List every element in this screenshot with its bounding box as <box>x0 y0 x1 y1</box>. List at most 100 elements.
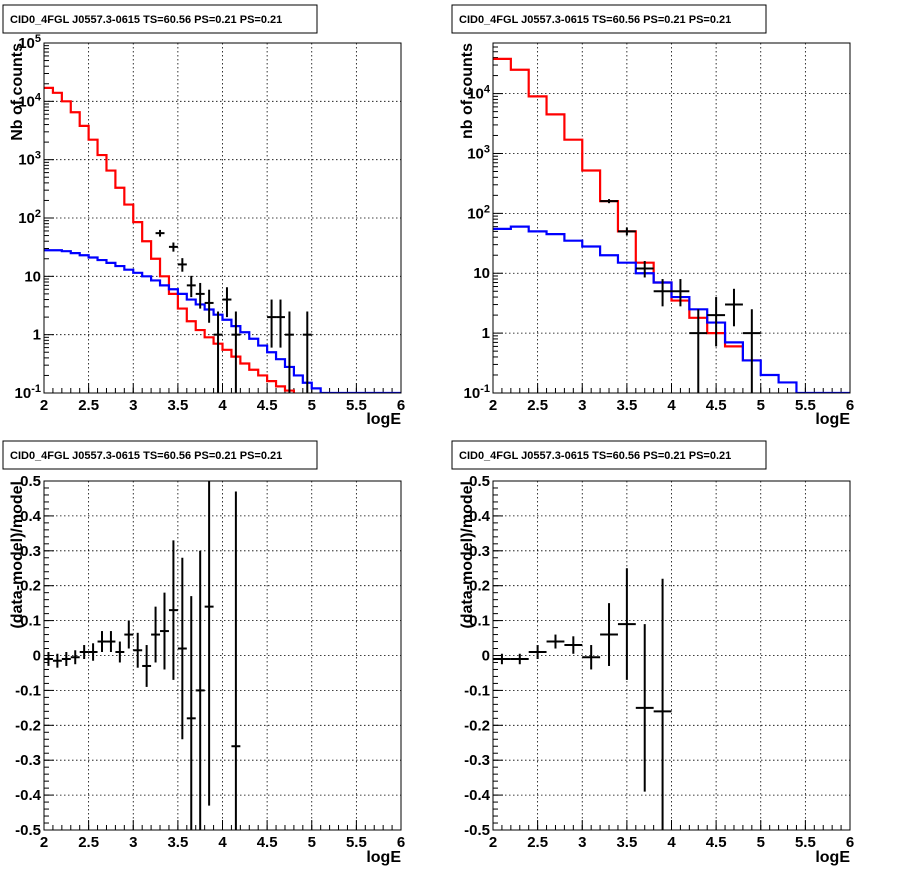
plot-area <box>493 568 672 830</box>
x-tick-label: 6 <box>846 834 854 851</box>
data-point <box>284 311 294 393</box>
title-box <box>451 4 767 34</box>
y-tick-label: 0.3 <box>469 543 490 560</box>
y-tick-label: -0.4 <box>15 787 42 804</box>
y-tick-label: 0.2 <box>20 578 41 595</box>
data-point <box>70 650 80 665</box>
data-point <box>653 578 672 830</box>
data-point <box>177 258 187 272</box>
data-point <box>106 631 116 653</box>
data-point <box>44 652 53 666</box>
data-point <box>115 641 125 663</box>
y-tick-label: 104 <box>18 91 42 110</box>
data-point <box>302 311 312 393</box>
data-point <box>617 227 636 236</box>
data-point <box>707 297 726 347</box>
x-tick-label: 4.5 <box>706 834 727 851</box>
x-tick-label: 4 <box>667 397 676 414</box>
data-point <box>52 653 62 668</box>
data-point <box>582 645 601 670</box>
y-axis-label: nb of counts <box>459 43 476 139</box>
data-point <box>133 632 143 668</box>
y-tick-label: 1 <box>33 327 41 344</box>
data-point <box>168 242 178 252</box>
y-axis-label: (data-model)/model <box>459 481 476 629</box>
x-tick-label: 4 <box>218 397 227 414</box>
data-point <box>276 299 285 348</box>
x-tick-label: 3.5 <box>616 834 637 851</box>
x-tick-label: 5.5 <box>795 834 816 851</box>
data-point <box>671 279 690 307</box>
data-point <box>79 645 89 659</box>
data-point <box>510 653 529 665</box>
y-tick-label: 0 <box>33 648 41 665</box>
x-tick-label: 3 <box>129 397 137 414</box>
data-point <box>564 636 583 654</box>
y-tick-label: 103 <box>467 143 490 162</box>
y-axis-label: (data-model)/model <box>9 481 26 629</box>
x-tick-label: 3.5 <box>616 397 637 414</box>
plot-area <box>44 86 401 393</box>
data-point <box>600 603 618 666</box>
x-tick-label: 2 <box>489 397 497 414</box>
x-tick-label: 4.5 <box>257 397 278 414</box>
data-point <box>195 282 205 309</box>
x-axis-label: logE <box>815 849 850 866</box>
chart-panel-2: 2 2.5 3 3.5 4 4.5 5 5.5 6 10-1 1 10 102 103 104 logE nb … <box>451 4 854 428</box>
chart-title: CID0_4FGL J0557.3-0615 TS=60.56 PS=0.21 … <box>459 14 731 26</box>
x-tick-label: 3 <box>578 397 586 414</box>
x-tick-label: 3.5 <box>167 834 188 851</box>
data-point <box>61 652 71 666</box>
data-point <box>231 491 241 830</box>
data-point <box>493 653 511 665</box>
data-point <box>88 643 98 661</box>
y-tick-label: -0.2 <box>15 717 41 734</box>
chart-panel-4: 2 2.5 3 3.5 4 4.5 5 5.5 6 -0.5 -0.4 -0.3 -0.2 -0.1 0 0.… <box>451 440 854 866</box>
y-tick-label: 102 <box>18 208 41 227</box>
series-line-red <box>44 86 295 393</box>
x-tick-label: 6 <box>397 397 405 414</box>
plot-frame <box>43 480 402 831</box>
y-tick-label: 10-1 <box>15 383 41 402</box>
chart-title: CID0_4FGL J0557.3-0615 TS=60.56 PS=0.21 … <box>10 14 282 26</box>
data-point <box>528 645 547 659</box>
x-tick-label: 5 <box>308 834 316 851</box>
y-tick-label: 103 <box>18 150 41 169</box>
data-point <box>213 311 223 393</box>
chart-title: CID0_4FGL J0557.3-0615 TS=60.56 PS=0.21 … <box>459 450 731 462</box>
data-point <box>600 199 618 204</box>
y-tick-label: -0.2 <box>464 717 490 734</box>
x-axis-label: logE <box>815 411 850 428</box>
y-tick-label: 0 <box>482 648 490 665</box>
x-tick-label: 2.5 <box>527 834 548 851</box>
x-axis-label: logE <box>366 411 401 428</box>
x-tick-label: 2.5 <box>78 397 99 414</box>
title-box <box>2 4 318 34</box>
title-box <box>2 440 318 470</box>
x-tick-label: 5.5 <box>346 397 367 414</box>
x-tick-label: 5 <box>757 834 765 851</box>
x-tick-label: 3.5 <box>167 397 188 414</box>
y-tick-label: 0.5 <box>469 473 490 490</box>
y-tick-label: 10-1 <box>464 383 490 402</box>
data-point <box>742 309 761 393</box>
plot-frame <box>492 42 851 394</box>
y-tick-label: -0.3 <box>464 752 490 769</box>
y-tick-label: 0.4 <box>469 508 491 525</box>
y-tick-label: 0.2 <box>469 578 490 595</box>
plot-area <box>493 57 850 393</box>
x-tick-label: 2 <box>40 397 48 414</box>
x-tick-label: 5.5 <box>795 397 816 414</box>
y-tick-label: 104 <box>467 84 491 103</box>
x-tick-label: 2 <box>40 834 48 851</box>
data-point <box>124 620 134 649</box>
data-point <box>546 634 565 649</box>
data-point <box>186 275 196 298</box>
x-tick-label: 4 <box>667 834 676 851</box>
x-tick-label: 4.5 <box>706 397 727 414</box>
x-tick-label: 6 <box>846 397 854 414</box>
data-point <box>222 287 232 318</box>
data-point <box>204 481 214 806</box>
data-point <box>177 557 187 740</box>
